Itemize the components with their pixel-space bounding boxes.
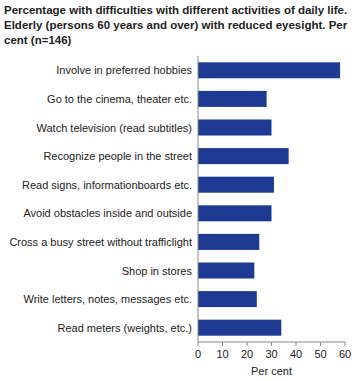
- bar: [198, 119, 272, 135]
- category-label: Shop in stores: [122, 265, 193, 277]
- tick-label: 20: [241, 348, 253, 360]
- tick-label: 40: [290, 348, 302, 360]
- category-label: Involve in preferred hobbies: [56, 64, 192, 76]
- category-label: Avoid obstacles inside and outside: [23, 207, 192, 219]
- category-label: Go to the cinema, theater etc.: [47, 93, 192, 105]
- tick-mark: [222, 342, 223, 346]
- chart-svg: Involve in preferred hobbies Go to the ci…: [0, 0, 356, 381]
- tick-label: 30: [265, 348, 277, 360]
- category-label: Watch television (read subtitles): [37, 122, 193, 134]
- category-label: Recognize people in the street: [43, 150, 192, 162]
- tick-mark: [345, 342, 346, 346]
- bar: [198, 262, 254, 278]
- bars: [198, 62, 340, 335]
- axis-label: Per cent: [251, 365, 292, 377]
- bar: [198, 320, 281, 336]
- bar: [198, 234, 259, 250]
- category-label: Write letters, notes, messages etc.: [23, 293, 192, 305]
- bar: [198, 91, 267, 107]
- tick-mark: [271, 342, 272, 346]
- category-label: Read signs, informationboards etc.: [22, 179, 192, 191]
- tick-label: 60: [339, 348, 351, 360]
- bar: [198, 205, 272, 221]
- bar: [198, 177, 274, 193]
- bar: [198, 291, 257, 307]
- bar: [198, 62, 340, 78]
- tick-mark: [198, 342, 199, 346]
- tick-label: 10: [216, 348, 228, 360]
- tick-mark: [296, 342, 297, 346]
- category-label: Cross a busy street without trafficlight: [9, 236, 192, 248]
- chart-title: Percentage with difficulties with differ…: [4, 3, 352, 48]
- tick-label: 0: [195, 348, 201, 360]
- tick-mark: [320, 342, 321, 346]
- tick-label: 50: [314, 348, 326, 360]
- y-axis: [198, 56, 199, 342]
- bar: [198, 148, 289, 164]
- tick-mark: [247, 342, 248, 346]
- category-label: Read meters (weights, etc.): [58, 322, 193, 334]
